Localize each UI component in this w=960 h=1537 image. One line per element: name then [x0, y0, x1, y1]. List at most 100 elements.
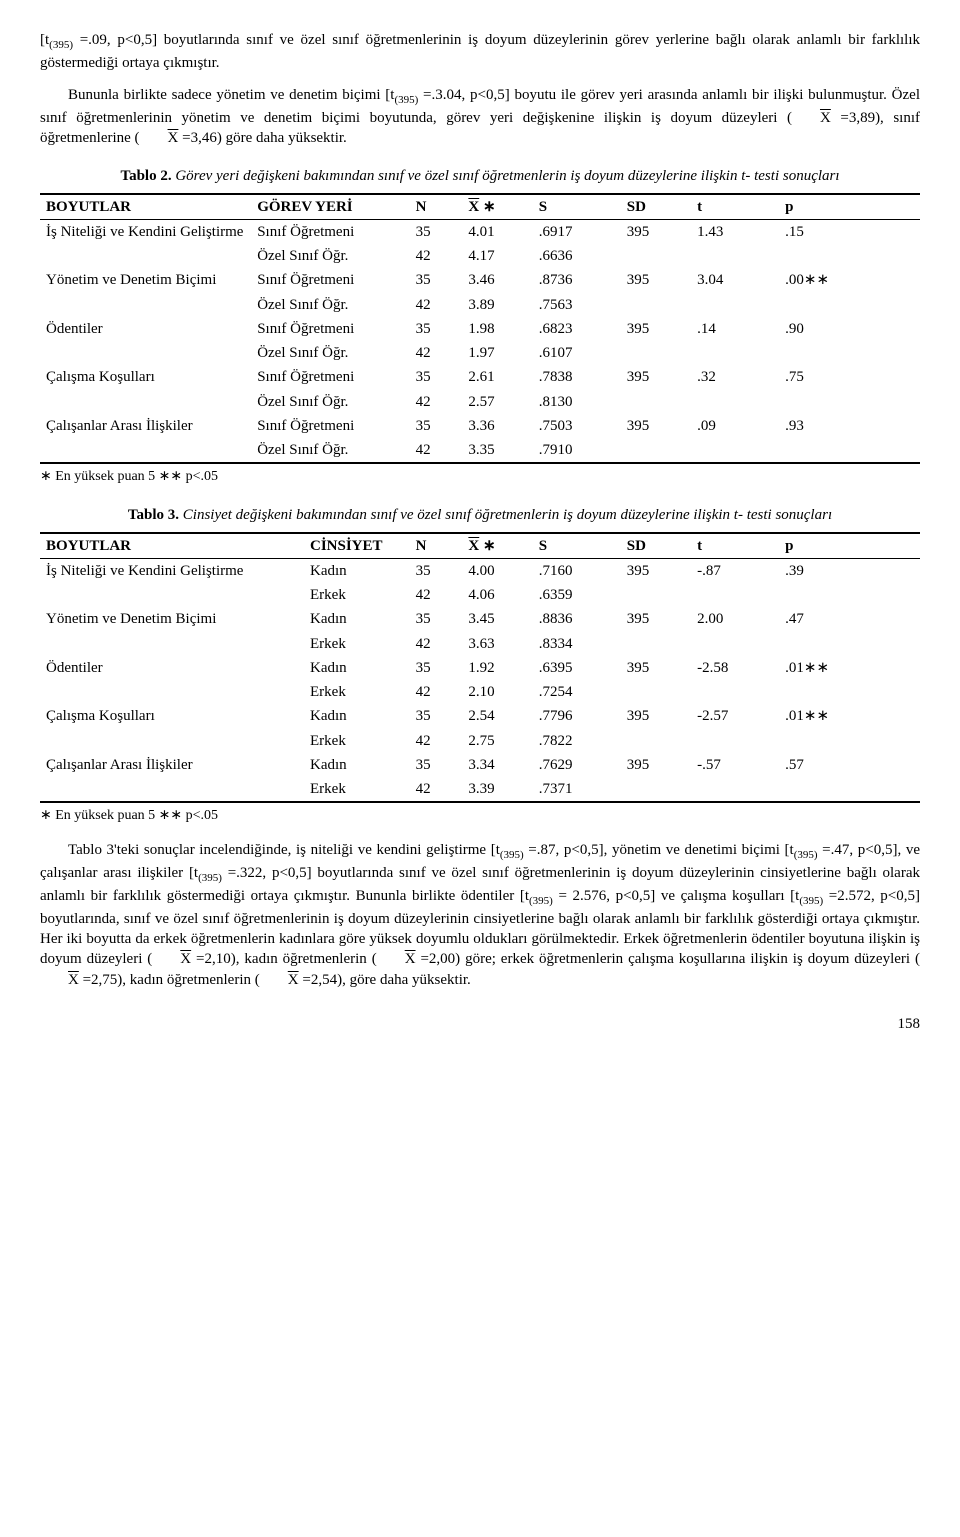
table-cell: 35 [410, 558, 463, 583]
table-cell: 3.46 [462, 268, 532, 292]
table-cell: Özel Sınıf Öğr. [251, 244, 409, 268]
xbar-6: X [260, 973, 299, 988]
table-cell: .47 [779, 607, 920, 631]
table-cell: .7910 [533, 438, 621, 463]
p3-h: =2,00) göre; erkek öğretmenlerin çalışma… [416, 951, 920, 967]
table-cell: 35 [410, 365, 463, 389]
p3-s3: (395) [198, 872, 222, 884]
tbl3-cap-bold: Tablo 3. [128, 507, 179, 523]
table-cell: Sınıf Öğretmeni [251, 219, 409, 244]
table-cell: Erkek [304, 777, 410, 802]
table-cell: 1.92 [462, 656, 532, 680]
table-cell: .6917 [533, 219, 621, 244]
table-cell: 395 [621, 753, 691, 777]
tbl2-cap-bold: Tablo 2. [120, 168, 171, 184]
col-header: p [779, 194, 920, 220]
xbar-2: X [140, 131, 179, 146]
table-cell: .7838 [533, 365, 621, 389]
table-cell: 42 [410, 438, 463, 463]
table-cell: 4.06 [462, 583, 532, 607]
p2-sub1: (395) [394, 94, 418, 106]
table-cell [779, 680, 920, 704]
table-cell: .7563 [533, 293, 621, 317]
table-cell: .93 [779, 414, 920, 438]
table-cell [779, 583, 920, 607]
table-cell: .00∗∗ [779, 268, 920, 292]
table-cell: 42 [410, 729, 463, 753]
dimension-label: Çalışanlar Arası İlişkiler [40, 753, 304, 803]
table-cell: Kadın [304, 607, 410, 631]
tbl2-cap-it: Görev yeri değişkeni bakımından sınıf ve… [172, 168, 840, 184]
table-cell: 395 [621, 704, 691, 728]
col-header: X ∗ [462, 533, 532, 559]
dimension-label: Yönetim ve Denetim Biçimi [40, 607, 304, 656]
p3-b: =.87, p<0,5], yönetim ve denetimi biçimi… [524, 842, 794, 858]
dimension-label: Çalışma Koşulları [40, 365, 251, 414]
table-cell: .7254 [533, 680, 621, 704]
table3-footnote: ∗ En yüksek puan 5 ∗∗ p<.05 [40, 807, 920, 826]
table-cell: .6395 [533, 656, 621, 680]
table-cell: .7796 [533, 704, 621, 728]
table-cell: 1.43 [691, 219, 779, 244]
table2-footnote: ∗ En yüksek puan 5 ∗∗ p<.05 [40, 468, 920, 487]
page-number: 158 [40, 1014, 920, 1034]
table-cell: .7503 [533, 414, 621, 438]
table-cell: .8334 [533, 632, 621, 656]
table-3: BOYUTLARCİNSİYETNX ∗SSDtpİş Niteliği ve … [40, 532, 920, 804]
table-cell: 395 [621, 414, 691, 438]
table-cell [691, 729, 779, 753]
table-cell: Kadın [304, 656, 410, 680]
table-cell [779, 293, 920, 317]
p3-s4: (395) [529, 895, 553, 907]
table-cell: .01∗∗ [779, 656, 920, 680]
table-cell [621, 777, 691, 802]
table-cell: .75 [779, 365, 920, 389]
table-cell: 3.63 [462, 632, 532, 656]
table-cell: Sınıf Öğretmeni [251, 414, 409, 438]
xbar-4: X [377, 952, 416, 967]
table-cell: Özel Sınıf Öğr. [251, 390, 409, 414]
table-cell: 3.39 [462, 777, 532, 802]
col-header: SD [621, 194, 691, 220]
table-cell: .6823 [533, 317, 621, 341]
p3-s5: (395) [799, 895, 823, 907]
table-cell: .7160 [533, 558, 621, 583]
table-cell: 4.17 [462, 244, 532, 268]
table-cell [779, 438, 920, 463]
p3-a: Tablo 3'teki sonuçlar incelendiğinde, iş… [68, 842, 500, 858]
p1-a: [t [40, 32, 49, 48]
table-cell: -2.57 [691, 704, 779, 728]
tbl3-cap-it: Cinsiyet değişkeni bakımından sınıf ve ö… [179, 507, 832, 523]
p3-s1: (395) [500, 849, 524, 861]
table-cell: .01∗∗ [779, 704, 920, 728]
table-cell [621, 244, 691, 268]
col-header: S [533, 533, 621, 559]
table-cell: 35 [410, 753, 463, 777]
table-cell [691, 777, 779, 802]
table-cell: .7822 [533, 729, 621, 753]
table-cell: 35 [410, 656, 463, 680]
table-cell [691, 293, 779, 317]
table-cell: Erkek [304, 729, 410, 753]
table-cell [779, 341, 920, 365]
p1-b: =.09, p<0,5] boyutlarında sınıf ve özel … [40, 32, 920, 71]
table-cell: 395 [621, 558, 691, 583]
table-cell: -.57 [691, 753, 779, 777]
table-cell: 4.01 [462, 219, 532, 244]
table-cell [691, 632, 779, 656]
table-cell: 2.57 [462, 390, 532, 414]
table-cell: 3.04 [691, 268, 779, 292]
table-cell: Özel Sınıf Öğr. [251, 438, 409, 463]
table3-caption: Tablo 3. Cinsiyet değişkeni bakımından s… [40, 505, 920, 525]
table-cell: 35 [410, 704, 463, 728]
table-cell [621, 390, 691, 414]
col-header: GÖREV YERİ [251, 194, 409, 220]
table-cell: -2.58 [691, 656, 779, 680]
table-cell: 35 [410, 219, 463, 244]
p3-i: =2,75), kadın öğretmenlerin ( [79, 972, 260, 988]
table-cell: 3.36 [462, 414, 532, 438]
table-cell: Özel Sınıf Öğr. [251, 293, 409, 317]
table-cell: 1.97 [462, 341, 532, 365]
p3-e: = 2.576, p<0,5] ve çalışma koşulları [t [553, 888, 799, 904]
table-cell: .8130 [533, 390, 621, 414]
